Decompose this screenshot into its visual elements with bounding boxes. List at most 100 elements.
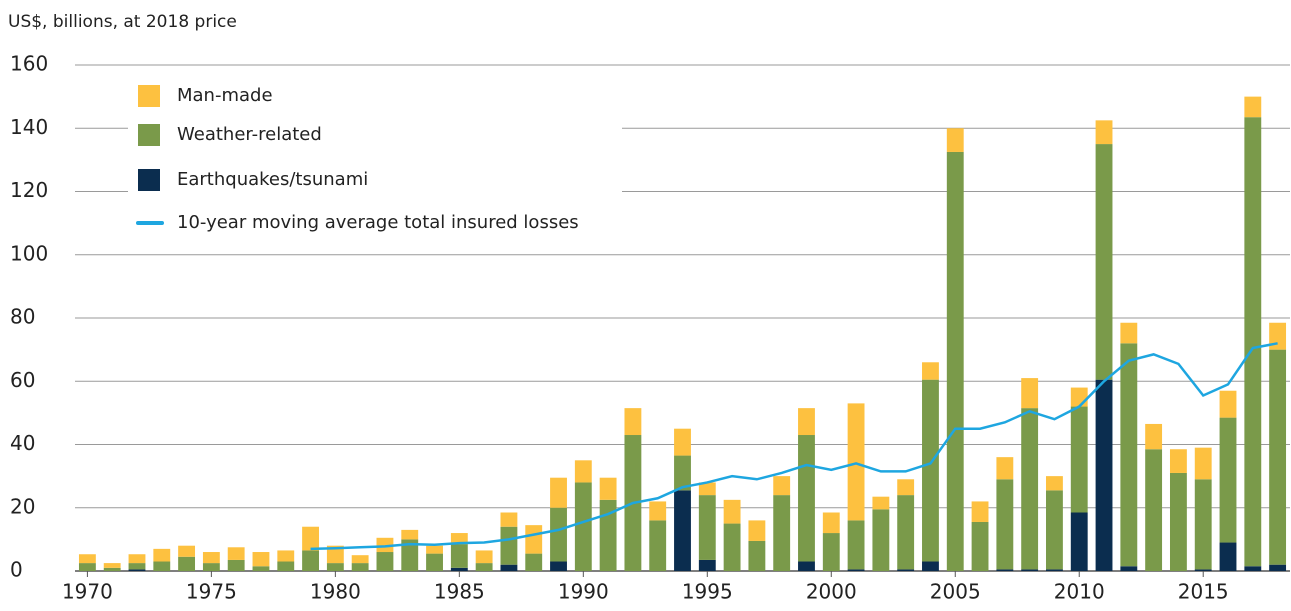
bar-segment — [748, 520, 766, 541]
bar-segment — [1194, 479, 1212, 570]
bar-segment — [227, 547, 245, 560]
moving-average-line — [310, 342, 1278, 551]
x-tick-label: 1980 — [310, 580, 361, 604]
x-tick-label: 1985 — [434, 580, 485, 604]
x-tick-label: 1970 — [62, 580, 113, 604]
bar-segment — [599, 499, 617, 571]
bar-segment — [674, 490, 691, 571]
bar-segment — [178, 556, 196, 571]
bar-segment — [723, 499, 741, 524]
bar-segment — [922, 379, 939, 562]
bar-segment — [773, 476, 791, 496]
legend-swatch — [138, 85, 160, 107]
bar-segment — [1219, 417, 1237, 543]
bar-segment — [153, 548, 171, 562]
bar-segment — [1095, 144, 1113, 380]
bar-segment — [1145, 423, 1163, 450]
bar-segment — [153, 561, 171, 571]
bar-segment — [822, 512, 840, 534]
bar-segment — [649, 520, 667, 571]
bar-segment — [1021, 408, 1039, 570]
y-tick-label: 100 — [10, 241, 48, 265]
bar-segment — [574, 460, 592, 483]
bar-segment — [202, 552, 220, 564]
bar-segment — [624, 408, 642, 436]
bar-segment — [326, 563, 344, 571]
legend-swatch — [138, 124, 160, 146]
legend-label: Weather-related — [177, 124, 322, 145]
bar-segment — [401, 539, 419, 571]
bar-segment — [847, 569, 865, 571]
legend-swatch — [138, 169, 160, 191]
bar-segment — [128, 554, 146, 564]
bar-segment — [227, 559, 245, 571]
legend-label: Earthquakes/tsunami — [177, 169, 368, 190]
bar-segment — [252, 566, 270, 571]
bar-segment — [1145, 449, 1163, 571]
bar-segment — [847, 403, 865, 521]
bar-segment — [1169, 472, 1187, 571]
bar-segment — [1244, 96, 1262, 118]
bar-segment — [1070, 406, 1088, 513]
bar-segment — [326, 545, 344, 564]
bar-segment — [252, 552, 270, 567]
bar-segment — [351, 563, 369, 571]
bar-segment — [1269, 564, 1287, 571]
bar-segment — [1046, 569, 1063, 571]
bar-segment — [475, 550, 493, 564]
x-tick-label: 2015 — [1178, 580, 1229, 604]
bar-segment — [1194, 569, 1212, 571]
bar-segment — [525, 553, 543, 571]
bar-segment — [574, 482, 592, 571]
bar-segment — [674, 428, 691, 456]
y-axis-label: US$, billions, at 2018 price — [8, 12, 237, 32]
bar-segment — [450, 533, 468, 545]
bar-segment — [450, 567, 468, 571]
bar-segment — [822, 533, 840, 571]
x-tick-label: 1995 — [682, 580, 733, 604]
bar-segment — [277, 550, 295, 562]
bar-segment — [302, 526, 319, 551]
bar-segment — [500, 526, 518, 565]
bar-segment — [500, 564, 518, 571]
bar-segment — [1219, 542, 1237, 571]
bar-segment — [302, 550, 319, 571]
y-tick-label: 20 — [10, 494, 35, 518]
bar-segment — [996, 479, 1014, 570]
bar-segment — [996, 569, 1014, 571]
bar-segment — [450, 544, 468, 568]
bar-segment — [1021, 378, 1039, 409]
bar-segment — [78, 554, 96, 564]
bar-segment — [897, 495, 915, 570]
legend-label: Man-made — [177, 85, 273, 106]
bar-segment — [376, 552, 394, 571]
bar-segment — [550, 477, 567, 508]
x-tick-label: 2005 — [930, 580, 981, 604]
bar-segment — [1120, 343, 1138, 567]
bar-segment — [897, 569, 915, 571]
bar-segment — [1070, 387, 1088, 407]
y-tick-label: 40 — [10, 431, 35, 455]
bar-segment — [1244, 117, 1262, 567]
legend-label: 10-year moving average total insured los… — [177, 212, 579, 233]
bar-segment — [1095, 120, 1113, 145]
y-tick-label: 120 — [10, 178, 48, 202]
bar-segment — [599, 477, 617, 500]
bar-segment — [1120, 566, 1138, 571]
bar-segment — [798, 561, 815, 571]
bar-segment — [922, 362, 939, 380]
bar-segment — [773, 495, 791, 571]
bar-segment — [500, 512, 518, 527]
bar-segment — [946, 128, 964, 152]
bar-segment — [426, 553, 443, 571]
bar-segment — [872, 509, 890, 571]
bar-segment — [1095, 379, 1113, 571]
x-tick-label: 1975 — [186, 580, 237, 604]
bar-segment — [550, 561, 567, 571]
bar-segment — [401, 529, 419, 540]
x-tick-label: 1990 — [558, 580, 609, 604]
bar-segment — [128, 569, 146, 571]
bar-segment — [698, 482, 716, 496]
bar-segment — [426, 545, 443, 554]
bar-segment — [1070, 512, 1088, 571]
